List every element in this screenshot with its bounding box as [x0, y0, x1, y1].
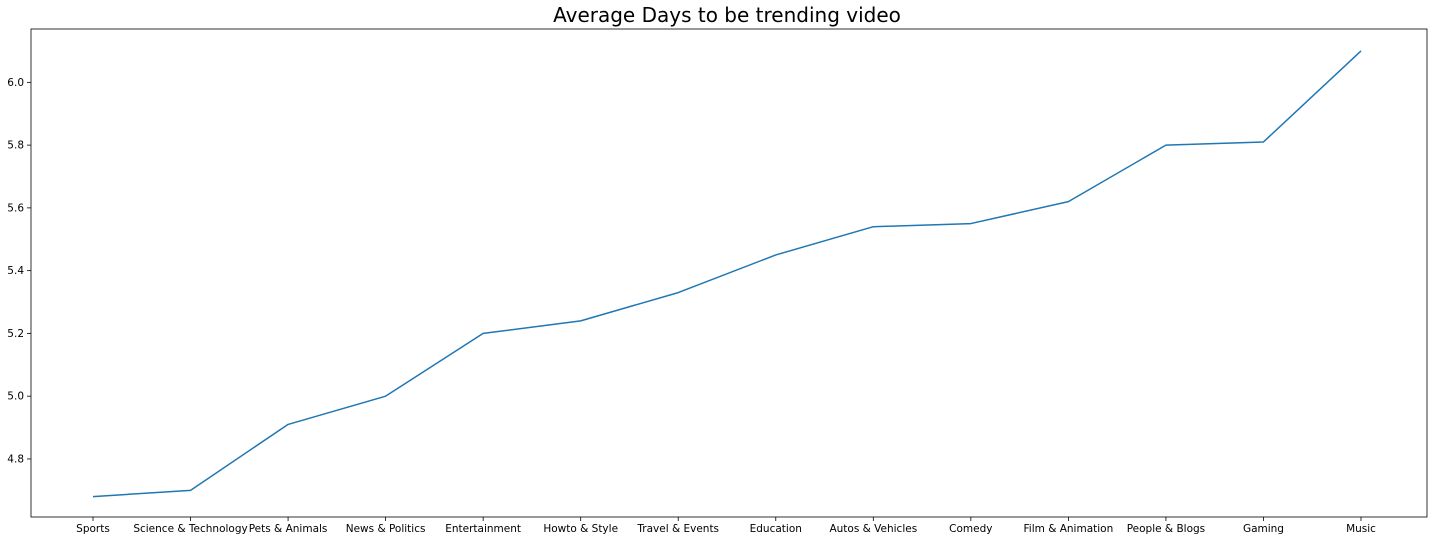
series-line	[92, 50, 1362, 498]
x-tick-label: People & Blogs	[1127, 523, 1205, 535]
data-point	[775, 254, 777, 256]
x-tick-label: Film & Animation	[1024, 523, 1114, 535]
x-tick-label: Science & Technology	[133, 523, 247, 535]
x-tick-label: News & Politics	[346, 523, 426, 535]
data-point	[677, 292, 679, 294]
data-point	[1360, 50, 1362, 52]
x-tick-label: Sports	[76, 523, 110, 535]
x-tick-label: Education	[750, 523, 802, 535]
y-tick-label: 5.2	[7, 328, 24, 340]
data-point	[1067, 201, 1069, 203]
y-tick-label: 6.0	[7, 77, 24, 89]
data-point	[872, 226, 874, 228]
x-tick-label: Travel & Events	[636, 523, 719, 535]
x-tick-label: Music	[1346, 523, 1376, 535]
data-point	[190, 489, 192, 491]
y-tick-label: 4.8	[7, 453, 24, 465]
y-tick-label: 5.4	[7, 265, 24, 277]
y-tick-label: 5.0	[7, 391, 24, 403]
data-point	[970, 223, 972, 225]
data-point	[92, 496, 94, 498]
x-tick-label: Pets & Animals	[249, 523, 328, 535]
data-point	[1165, 144, 1167, 146]
plot-marks: 4.8 5.0 5.2 5.4 5.6 5.8 6.0 Sports Science & Tec…	[7, 50, 1376, 535]
x-tick-label: Howto & Style	[543, 523, 618, 535]
x-tick-label: Comedy	[949, 523, 992, 535]
data-point	[1262, 141, 1264, 143]
data-point	[287, 423, 289, 425]
x-tick-label: Entertainment	[445, 523, 521, 535]
y-tick-label: 5.6	[7, 202, 24, 214]
y-tick-label: 5.8	[7, 140, 24, 152]
chart-title: Average Days to be trending video	[553, 3, 901, 27]
data-point	[482, 332, 484, 334]
x-tick-label: Autos & Vehicles	[829, 523, 917, 535]
data-point	[580, 320, 582, 322]
x-tick-label: Gaming	[1243, 523, 1284, 535]
plot-area-frame	[30, 28, 1428, 518]
data-point	[385, 395, 387, 397]
